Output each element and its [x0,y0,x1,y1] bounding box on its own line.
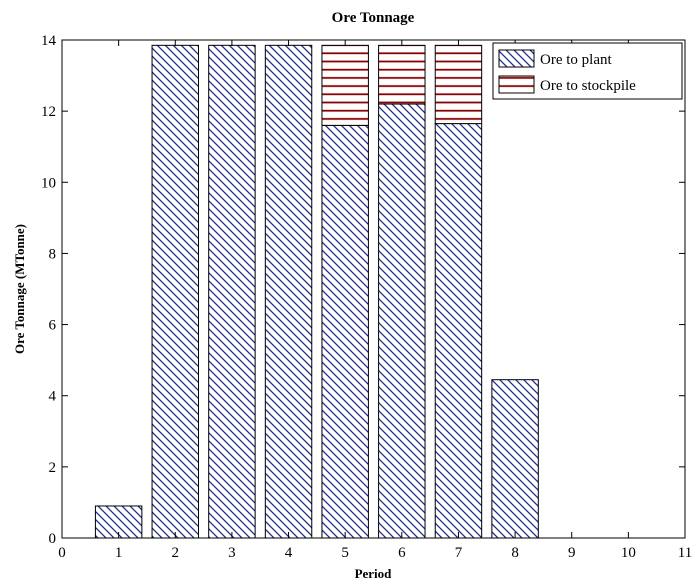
x-tick-label: 6 [398,545,406,561]
y-tick-label: 12 [41,104,56,120]
y-tick-label: 8 [49,246,57,262]
y-tick-label: 14 [41,33,57,49]
bar-ore-to-plant-5 [321,124,369,539]
y-tick-label: 6 [49,318,57,334]
bar-ore-to-stockpile-6 [378,44,426,105]
x-tick-label: 3 [228,545,236,561]
x-tick-label: 11 [678,545,692,561]
x-tick-label: 0 [58,545,66,561]
x-tick-label: 5 [341,545,349,561]
bar-ore-to-plant-4 [264,44,313,539]
x-axis-label: Period [355,566,393,581]
legend: Ore to plant Ore to stockpile [492,42,683,100]
y-axis-label: Ore Tonnage (MTonne) [12,224,27,354]
x-tick-label: 9 [568,545,576,561]
bar-ore-to-plant-6 [378,103,426,539]
bars [94,44,539,539]
chart-title: Ore Tonnage [332,10,415,26]
x-tick-label: 8 [511,545,519,561]
x-tick-label: 2 [172,545,180,561]
bar-ore-to-stockpile-5 [321,44,369,126]
legend-swatch-ore-to-plant [498,49,535,68]
y-tick-label: 0 [49,531,57,547]
legend-label-ore-to-plant: Ore to plant [540,52,612,68]
bar-ore-to-plant-2 [151,44,199,539]
bar-ore-to-plant-8 [491,379,539,539]
y-tick-label: 10 [41,175,56,191]
bar-ore-to-plant-3 [208,44,256,539]
y-tick-label: 2 [49,460,57,476]
legend-label-ore-to-stockpile: Ore to stockpile [540,78,636,94]
plot-frame [61,39,686,539]
x-tick-label: 7 [455,545,463,561]
x-tick-label: 4 [285,545,293,561]
legend-swatch-ore-to-stockpile [498,75,535,94]
x-tick-label: 10 [621,545,636,561]
x-axis: 0 1 2 3 4 5 6 7 8 9 10 11 [58,40,692,561]
bar-ore-to-plant-7 [434,123,483,539]
y-axis: 0 2 4 6 8 10 12 14 [41,33,685,547]
y-tick-label: 4 [49,389,57,405]
x-tick-label: 1 [115,545,123,561]
bar-ore-to-stockpile-7 [434,44,483,125]
